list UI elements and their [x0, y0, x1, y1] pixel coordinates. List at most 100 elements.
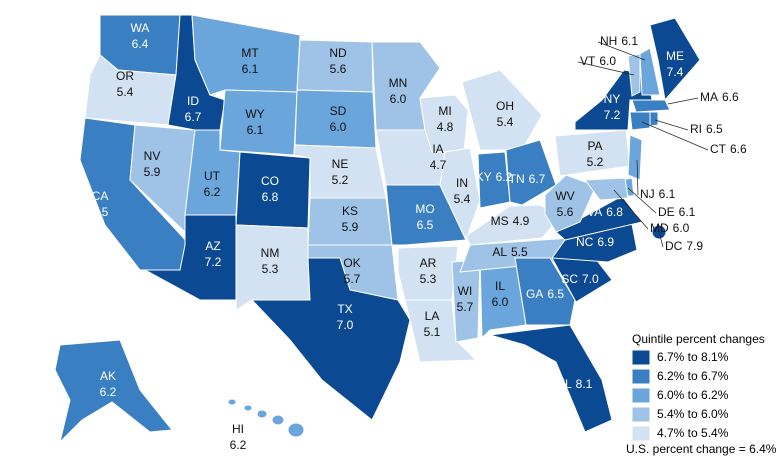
state-abbr: WI: [458, 284, 473, 298]
state-label: TN 6.7: [509, 172, 546, 186]
legend-swatch: [631, 387, 651, 404]
state: [514, 257, 576, 326]
state-abbr: SD: [330, 104, 347, 118]
state-abbr: IL: [495, 279, 505, 293]
state-value: 5.7: [457, 300, 474, 314]
state-abbr: DE: [658, 205, 675, 219]
state-value: 5.5: [511, 245, 528, 259]
state-value: 6.8: [606, 205, 623, 219]
state-label: VT 6.0: [580, 54, 616, 68]
state-abbr: VT: [580, 54, 596, 68]
state-value: 5.9: [342, 220, 359, 234]
state-value: 5.2: [332, 173, 349, 187]
legend-swatch: [631, 368, 651, 385]
state-value: 6.6: [722, 90, 739, 104]
state-value: 6.2: [204, 185, 221, 199]
state-value: 5.3: [420, 272, 437, 286]
states: [54, 14, 701, 444]
state-abbr: SC: [561, 272, 578, 286]
state-abbr: KY: [476, 170, 492, 184]
leader-line: [658, 231, 664, 248]
state-abbr: ME: [666, 49, 684, 63]
state-abbr: MD: [650, 221, 669, 235]
state-value: 6.0: [599, 54, 616, 68]
state: [256, 409, 268, 419]
state-label: NJ 6.1: [640, 187, 676, 201]
leader-line: [641, 121, 709, 151]
state-abbr: VA: [587, 205, 602, 219]
state: [54, 339, 173, 444]
state-abbr: AL: [492, 245, 507, 259]
legend-label: 6.2% to 6.7%: [657, 369, 729, 383]
state-labels: WA 6.4 OR 5.4 CA 6.5 NV 5.9 ID 6.7 MT 6.1 WY 6.1 UT 6.2…: [92, 21, 747, 452]
state-value: 7.0: [582, 272, 599, 286]
state-abbr: PA: [587, 139, 602, 153]
state: [243, 404, 253, 412]
state-value: 6.1: [247, 123, 264, 137]
state-abbr: WA: [131, 21, 150, 35]
leader-line: [636, 159, 639, 196]
state-value: 6.4: [132, 37, 149, 51]
state-abbr: MT: [241, 46, 259, 60]
state-value: 4.8: [437, 120, 454, 134]
legend-swatch: [631, 406, 651, 423]
state-value: 6.5: [417, 218, 434, 232]
state-abbr: NJ: [640, 187, 655, 201]
state-value: 6.0: [390, 92, 407, 106]
state: [631, 99, 671, 113]
state-value: 6.1: [659, 187, 676, 201]
state-abbr: IA: [432, 142, 443, 156]
legend-title: Quintile percent changes: [632, 332, 765, 346]
state-abbr: NE: [332, 157, 349, 171]
state: [461, 69, 543, 151]
state-value: 8.1: [576, 377, 593, 391]
state-abbr: OK: [343, 256, 360, 270]
state: [584, 177, 629, 201]
state-abbr: AR: [420, 256, 437, 270]
state-value: 6.1: [242, 62, 259, 76]
state-value: 6.7: [529, 172, 546, 186]
state-value: 7.2: [604, 108, 621, 122]
state-abbr: DC: [665, 239, 683, 253]
state: [439, 147, 481, 242]
state-abbr: MO: [415, 202, 434, 216]
state-abbr: MA: [700, 90, 718, 104]
state: [489, 324, 613, 433]
state-label: MS 4.9: [491, 214, 530, 228]
state-abbr: OH: [496, 99, 514, 113]
state-abbr: HI: [232, 422, 244, 436]
state-value: 6.1: [621, 34, 638, 48]
state-label: MA 6.6: [700, 90, 739, 104]
state: [649, 17, 701, 102]
state-label: FL 8.1: [558, 377, 593, 391]
state-abbr: CA: [92, 189, 109, 203]
state: [287, 422, 305, 438]
state-abbr: CO: [261, 174, 279, 188]
state-abbr: IN: [456, 176, 468, 190]
state-value: 7.2: [205, 255, 222, 269]
leader-line: [627, 187, 657, 214]
state-abbr: OR: [116, 69, 134, 83]
state-abbr: RI: [690, 122, 702, 136]
state-abbr: ID: [187, 94, 199, 108]
state-value: 6.0: [673, 221, 690, 235]
state-abbr: TX: [337, 302, 352, 316]
state-value: 5.4: [117, 85, 134, 99]
state-label: KY 6.2: [476, 170, 513, 184]
state-abbr: UT: [204, 169, 221, 183]
state-value: 6.7: [185, 110, 202, 124]
legend-swatch: [631, 349, 651, 366]
state-abbr: AK: [100, 369, 116, 383]
state-label: AL 5.5: [492, 245, 528, 259]
state-value: 5.2: [587, 155, 604, 169]
state-label: RI 6.5: [690, 122, 723, 136]
state-abbr: GA: [526, 287, 543, 301]
state-abbr: LA: [425, 309, 440, 323]
state-value: 6.5: [92, 205, 109, 219]
state-label: DC 7.9: [665, 239, 703, 253]
state-label: NC 6.9: [576, 235, 614, 249]
state-abbr: NC: [576, 235, 594, 249]
state-value: 5.3: [262, 262, 279, 276]
state: [505, 139, 557, 206]
